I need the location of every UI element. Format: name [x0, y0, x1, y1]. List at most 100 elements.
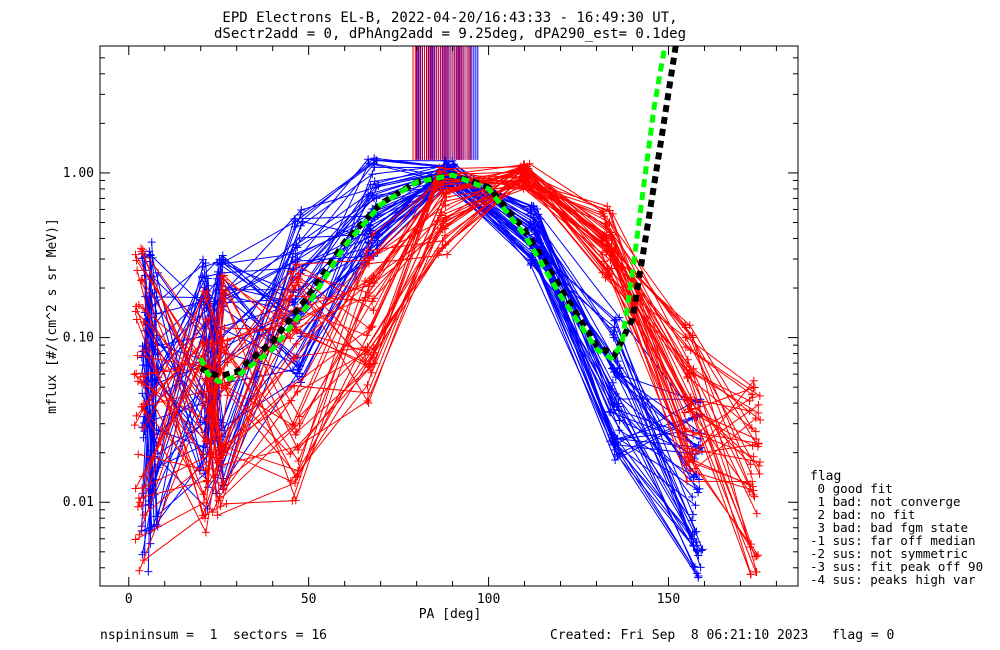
plus-marker — [691, 501, 700, 510]
x-axis-label: PA [deg] — [419, 607, 482, 622]
x-tick-label: 0 — [125, 592, 133, 607]
plus-marker — [534, 210, 543, 219]
red-vertical-lines — [412, 46, 472, 160]
plus-marker — [132, 315, 141, 324]
plus-marker — [135, 498, 144, 507]
plus-marker — [611, 455, 620, 464]
flux-trace — [149, 183, 694, 518]
plus-marker — [748, 441, 757, 450]
plus-marker — [132, 256, 141, 265]
plus-marker — [603, 202, 612, 211]
flux-trace — [136, 171, 759, 556]
plus-marker — [367, 368, 376, 377]
plus-marker — [605, 269, 614, 278]
plus-marker — [443, 250, 452, 259]
plus-marker — [691, 563, 700, 572]
plus-marker — [134, 450, 143, 459]
plus-marker — [689, 473, 698, 482]
y-tick-label: 1.00 — [63, 166, 94, 181]
x-tick-label: 100 — [477, 592, 500, 607]
plus-marker — [198, 338, 207, 347]
plus-marker — [137, 244, 146, 253]
plus-marker — [363, 380, 372, 389]
plus-marker — [293, 369, 302, 378]
plus-marker — [516, 175, 525, 184]
plus-marker — [141, 377, 150, 386]
plus-marker — [364, 399, 373, 408]
plus-marker — [364, 255, 373, 264]
plus-marker — [222, 499, 231, 508]
plus-marker — [598, 207, 607, 216]
flux-trace — [142, 163, 694, 494]
plus-marker — [524, 166, 533, 175]
plus-marker — [694, 488, 703, 497]
legend-entry: -4 sus: peaks high var — [810, 572, 976, 587]
plus-marker — [364, 292, 373, 301]
flux-trace — [138, 169, 756, 499]
plus-marker — [747, 470, 756, 478]
plus-marker — [610, 316, 619, 325]
plus-marker — [688, 368, 697, 377]
plus-marker — [145, 247, 154, 256]
plus-marker — [681, 452, 690, 461]
plus-marker — [600, 234, 609, 243]
y-tick-label: 0.10 — [63, 331, 94, 346]
plus-marker — [613, 357, 622, 366]
plus-marker — [439, 217, 448, 226]
plus-marker — [373, 241, 382, 250]
plus-marker — [222, 440, 231, 449]
flux-trace — [141, 165, 756, 557]
plus-marker — [597, 250, 606, 259]
plus-marker — [292, 340, 301, 349]
plus-marker — [138, 483, 147, 492]
plus-marker — [369, 159, 378, 168]
plus-marker — [294, 274, 303, 283]
plus-marker — [367, 323, 376, 332]
plus-marker — [144, 567, 153, 576]
plus-marker — [152, 309, 161, 318]
plus-marker — [288, 366, 297, 375]
plus-marker — [689, 510, 698, 519]
plus-marker — [695, 475, 704, 484]
plus-marker — [363, 342, 372, 351]
plus-marker — [139, 423, 148, 432]
plus-marker — [204, 281, 213, 290]
flux-trace — [150, 165, 699, 553]
plus-marker — [605, 407, 614, 416]
plus-marker — [536, 214, 545, 223]
plus-marker — [131, 250, 140, 259]
plus-marker — [681, 427, 690, 436]
red-series — [130, 159, 765, 579]
plus-marker — [440, 197, 449, 206]
plus-marker — [751, 414, 760, 423]
legend-entry: 2 bad: no fit — [810, 507, 915, 522]
plus-marker — [213, 511, 222, 520]
plus-marker — [681, 408, 690, 417]
plus-marker — [198, 511, 207, 520]
plus-marker — [751, 427, 760, 436]
plus-marker — [365, 254, 374, 263]
plus-marker — [198, 449, 207, 458]
plus-marker — [438, 225, 447, 234]
plus-marker — [689, 542, 698, 551]
plus-marker — [287, 382, 296, 391]
plus-marker — [139, 433, 148, 442]
plus-marker — [216, 502, 225, 511]
black-fit-curve — [199, 46, 679, 380]
plus-marker — [199, 490, 208, 499]
plus-marker — [755, 458, 764, 466]
plus-marker — [747, 390, 756, 399]
plus-marker — [223, 381, 232, 390]
plus-marker — [688, 516, 697, 525]
plus-marker — [755, 391, 764, 400]
plus-marker — [131, 484, 140, 493]
plus-marker — [600, 212, 609, 221]
plus-marker — [749, 452, 758, 461]
plus-marker — [438, 236, 447, 245]
plus-marker — [754, 461, 763, 470]
plus-marker — [291, 478, 300, 487]
plus-marker — [372, 236, 381, 245]
plus-marker — [286, 291, 295, 300]
plus-marker — [439, 188, 448, 197]
flux-trace — [149, 177, 693, 544]
